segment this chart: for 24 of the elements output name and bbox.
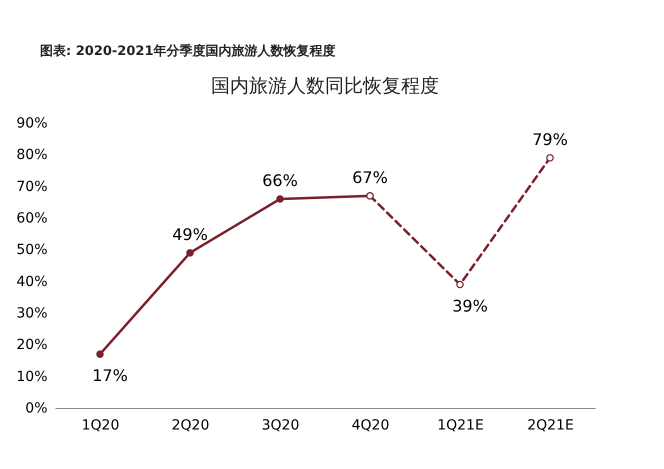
x-tick-label: 1Q21E [437,418,484,434]
data-label: 66% [262,171,298,190]
data-label: 67% [352,168,388,187]
y-tick-label: 90% [16,116,48,132]
y-tick-label: 30% [16,306,48,322]
data-label: 39% [452,296,488,316]
y-tick-label: 10% [16,368,48,385]
x-tick-label: 4Q20 [352,418,390,434]
y-tick-label: 50% [16,242,48,258]
data-label: 79% [532,130,568,149]
x-tick-label: 2Q20 [172,418,210,434]
chart-title: 图表: 2020-2021年分季度国内旅游人数恢复程度 [40,42,336,60]
x-tick-label: 1Q20 [82,418,120,434]
data-label: 17% [92,366,128,386]
data-label: 49% [172,224,208,244]
y-tick-label: 20% [16,337,48,354]
x-tick-label: 3Q20 [262,418,300,434]
y-tick-label: 40% [16,274,48,290]
y-tick-label: 80% [16,147,48,164]
y-tick-label: 70% [16,178,48,195]
y-tick-label: 0% [25,400,48,416]
x-tick-label: 2Q21E [527,418,574,434]
y-tick-label: 60% [16,210,48,226]
chart-subtitle: 国内旅游人数同比恢复程度 [211,75,439,97]
